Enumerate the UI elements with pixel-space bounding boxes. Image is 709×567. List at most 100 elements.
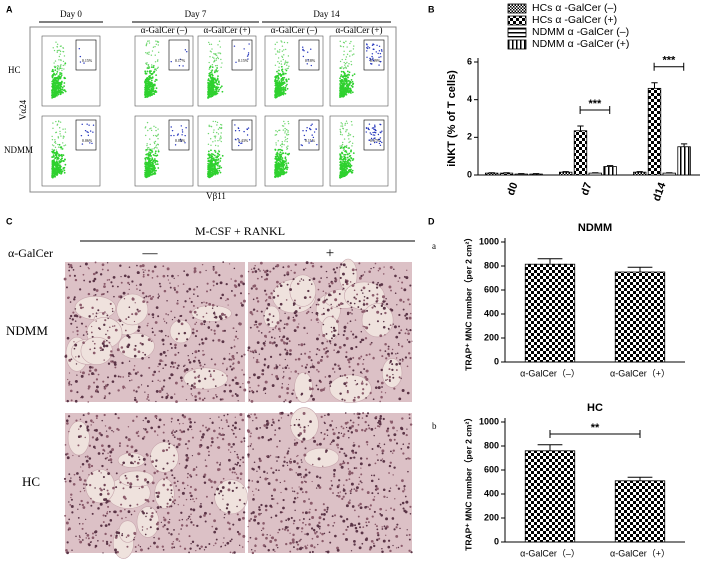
nucleus <box>186 499 187 500</box>
event-dot <box>217 165 219 167</box>
event-dot <box>60 146 62 148</box>
nucleus <box>352 374 354 376</box>
nucleus <box>145 534 147 536</box>
nucleus <box>282 383 283 384</box>
event-dot <box>210 89 212 91</box>
event-dot <box>52 144 53 145</box>
nucleus <box>91 465 93 467</box>
nucleus <box>112 311 114 313</box>
nucleus <box>220 481 223 484</box>
nucleus <box>174 344 177 347</box>
nucleus <box>115 413 117 415</box>
event-dot <box>342 87 344 89</box>
nucleus <box>298 344 300 346</box>
nucleus <box>366 383 368 385</box>
event-dot <box>371 134 372 135</box>
event-dot <box>56 91 58 93</box>
nucleus <box>363 286 366 289</box>
nucleus <box>196 525 198 527</box>
nucleus <box>157 366 158 367</box>
nucleus <box>129 482 132 485</box>
nucleus <box>221 294 224 297</box>
nucleus <box>90 396 92 398</box>
event-dot <box>157 59 158 60</box>
nucleus <box>316 304 318 306</box>
nucleus <box>408 341 410 343</box>
nucleus <box>66 400 68 402</box>
nucleus <box>384 312 386 314</box>
nucleus <box>196 330 198 332</box>
nucleus <box>213 330 215 332</box>
nucleus <box>82 470 83 471</box>
nucleus <box>153 472 156 475</box>
event-dot <box>341 66 342 67</box>
event-dot <box>339 177 341 179</box>
nucleus <box>334 277 336 279</box>
nucleus <box>170 311 172 313</box>
nucleus <box>78 428 79 429</box>
event-dot <box>62 142 63 143</box>
nucleus <box>376 311 379 314</box>
nucleus <box>231 278 232 279</box>
event-dot <box>61 70 62 71</box>
nucleus <box>127 293 128 294</box>
nucleus <box>407 298 409 300</box>
nucleus <box>235 314 237 316</box>
nucleus <box>213 312 215 314</box>
nucleus <box>182 519 183 520</box>
nucleus <box>102 263 105 266</box>
event-dot <box>285 136 286 137</box>
nucleus <box>220 281 223 284</box>
nucleus <box>388 328 390 330</box>
nucleus <box>326 299 328 301</box>
event-dot <box>280 156 282 158</box>
nucleus <box>338 333 340 335</box>
event-dot <box>285 152 287 154</box>
nucleus <box>208 454 210 456</box>
event-dot <box>283 144 284 145</box>
osteoclast <box>150 442 178 473</box>
event-dot <box>209 126 210 127</box>
event-dot <box>52 160 54 162</box>
event-dot <box>275 149 277 151</box>
nucleus <box>163 351 166 354</box>
event-dot <box>339 165 341 167</box>
nucleus <box>372 294 375 297</box>
event-dot <box>157 167 159 169</box>
event-dot <box>238 127 239 128</box>
nucleus <box>66 551 69 554</box>
event-dot <box>347 70 349 72</box>
nucleus <box>337 350 340 353</box>
nucleus <box>294 329 297 332</box>
event-dot <box>58 158 60 160</box>
event-dot <box>286 70 288 72</box>
event-dot <box>287 88 289 90</box>
nucleus <box>172 501 174 503</box>
nucleus <box>167 489 169 491</box>
nucleus <box>135 372 138 375</box>
osteoclast <box>382 358 402 387</box>
nucleus <box>283 401 285 403</box>
event-dot <box>310 125 311 126</box>
nucleus <box>148 548 150 550</box>
nucleus <box>162 468 164 470</box>
nucleus <box>156 275 158 277</box>
event-dot <box>212 141 213 142</box>
event-dot <box>185 49 186 50</box>
nucleus <box>197 295 199 297</box>
nucleus <box>300 343 303 346</box>
nucleus <box>105 524 108 527</box>
event-dot <box>149 42 150 43</box>
event-dot <box>55 147 56 148</box>
nucleus <box>232 552 233 553</box>
nucleus <box>171 489 173 491</box>
nucleus <box>343 330 345 332</box>
nucleus <box>70 301 72 303</box>
nucleus <box>89 366 92 369</box>
nucleus <box>247 381 250 384</box>
event-dot <box>275 142 276 143</box>
event-dot <box>366 47 367 48</box>
nucleus <box>259 270 260 271</box>
event-dot <box>209 80 211 82</box>
event-dot <box>210 163 212 165</box>
